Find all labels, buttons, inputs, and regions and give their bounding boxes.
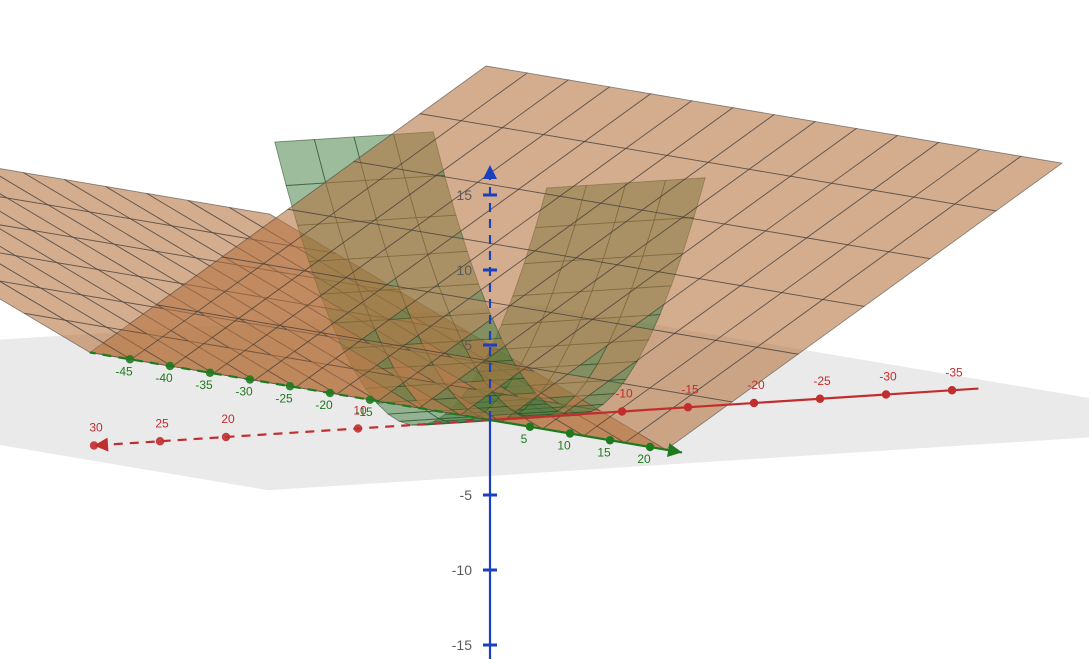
- axis-tick: [566, 429, 574, 437]
- axis-tick-label: 15: [456, 187, 472, 203]
- axis-tick-label: -20: [315, 398, 333, 412]
- axis-tick: [166, 362, 174, 370]
- axis-tick-label: -15: [452, 637, 472, 653]
- axis-tick-label: -30: [879, 370, 897, 384]
- axis-tick-label: -45: [115, 364, 133, 378]
- axis-tick-label: -5: [460, 487, 473, 503]
- axis-tick-label: -15: [681, 382, 699, 396]
- axis-tick: [286, 382, 294, 390]
- axis-tick-label: -35: [195, 378, 213, 392]
- axis-tick-label: -20: [747, 378, 765, 392]
- axis-tick: [606, 436, 614, 444]
- axis-tick: [366, 396, 374, 404]
- axis-tick: [816, 395, 824, 403]
- axis-tick-label: 20: [637, 452, 651, 466]
- axis-tick-label: -30: [235, 385, 253, 399]
- axis-tick: [354, 424, 362, 432]
- axis-tick: [126, 355, 134, 363]
- axis-tick-label: -10: [615, 387, 633, 401]
- axis-tick: [948, 386, 956, 394]
- axis-tick: [618, 407, 626, 415]
- axis-tick-label: -35: [945, 365, 963, 379]
- axis-tick-label: 15: [597, 445, 611, 459]
- axis-tick: [882, 390, 890, 398]
- axis-tick-label: -10: [452, 562, 472, 578]
- axis-tick: [156, 437, 164, 445]
- axis-tick: [526, 423, 534, 431]
- axis-tick: [684, 403, 692, 411]
- axis-tick-label: 25: [155, 416, 169, 430]
- axis-tick-label: 30: [89, 421, 103, 435]
- axis-tick-label: -25: [813, 374, 831, 388]
- axis-tick-label: 10: [456, 262, 472, 278]
- axis-tick-label: -40: [155, 371, 173, 385]
- axis-tick: [90, 441, 98, 449]
- axis-tick-label: 10: [557, 439, 571, 453]
- axis-tick: [646, 443, 654, 451]
- axis-tick-label: 20: [221, 412, 235, 426]
- axis-tick-label: -15: [355, 405, 373, 419]
- axis-tick-label: 5: [521, 432, 528, 446]
- axis-tick: [222, 433, 230, 441]
- axis-tick: [326, 389, 334, 397]
- axis-tick: [750, 399, 758, 407]
- axis-tick-label: -25: [275, 391, 293, 405]
- 3d-scene-canvas: -10 -15 -20 -25 -30 -35 10 20 25 30 5 10 15 20 -15 -20 -…: [0, 0, 1089, 659]
- axis-tick: [246, 375, 254, 383]
- axis-tick: [206, 369, 214, 377]
- axis-tick-label: 5: [464, 337, 472, 353]
